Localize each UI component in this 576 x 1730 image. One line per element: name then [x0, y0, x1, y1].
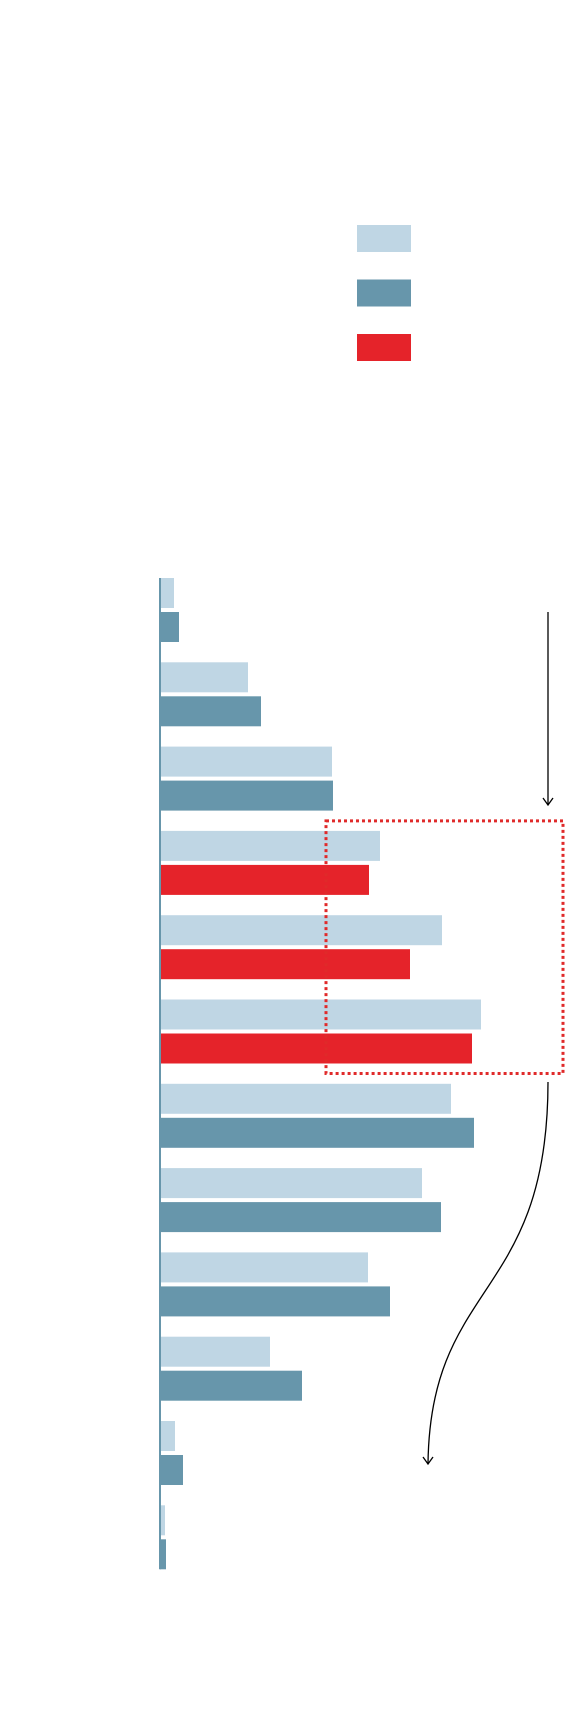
bar-series-1-1 [160, 578, 174, 608]
bar-series-1-2 [160, 662, 248, 693]
annotation-arrows [422, 612, 554, 1466]
bar-series-2-1 [160, 612, 179, 642]
bar-series-2-5 [160, 949, 410, 980]
bar-series-2-3 [160, 780, 333, 811]
bar-series-2-10 [160, 1370, 302, 1401]
bar-series-1-4 [160, 830, 380, 861]
legend-swatch-3 [357, 334, 411, 361]
bar-series-1-8 [160, 1168, 422, 1199]
bars [160, 578, 481, 1570]
bar-series-1-3 [160, 746, 332, 777]
arrow-top-head [542, 797, 554, 807]
bar-series-2-7 [160, 1117, 474, 1148]
arrow-curve [427, 1081, 549, 1465]
legend [357, 225, 411, 361]
bar-series-1-5 [160, 915, 442, 946]
bar-series-2-11 [160, 1455, 183, 1485]
bar-series-1-11 [160, 1421, 175, 1451]
bar-series-2-2 [160, 696, 261, 727]
bar-series-2-12 [160, 1539, 166, 1570]
bar-series-1-9 [160, 1252, 368, 1283]
bar-series-1-7 [160, 1083, 451, 1114]
legend-swatch-2 [357, 279, 411, 307]
bar-series-2-9 [160, 1286, 390, 1317]
bar-series-1-10 [160, 1336, 270, 1367]
legend-swatch-1 [357, 225, 411, 252]
bar-series-2-4 [160, 864, 369, 895]
arrow-curve-head [422, 1456, 434, 1466]
bar-series-1-12 [160, 1505, 165, 1536]
bar-series-2-6 [160, 1033, 472, 1064]
highlight-box [324, 819, 565, 1076]
bar-series-2-8 [160, 1202, 441, 1233]
bar-series-1-6 [160, 999, 481, 1030]
